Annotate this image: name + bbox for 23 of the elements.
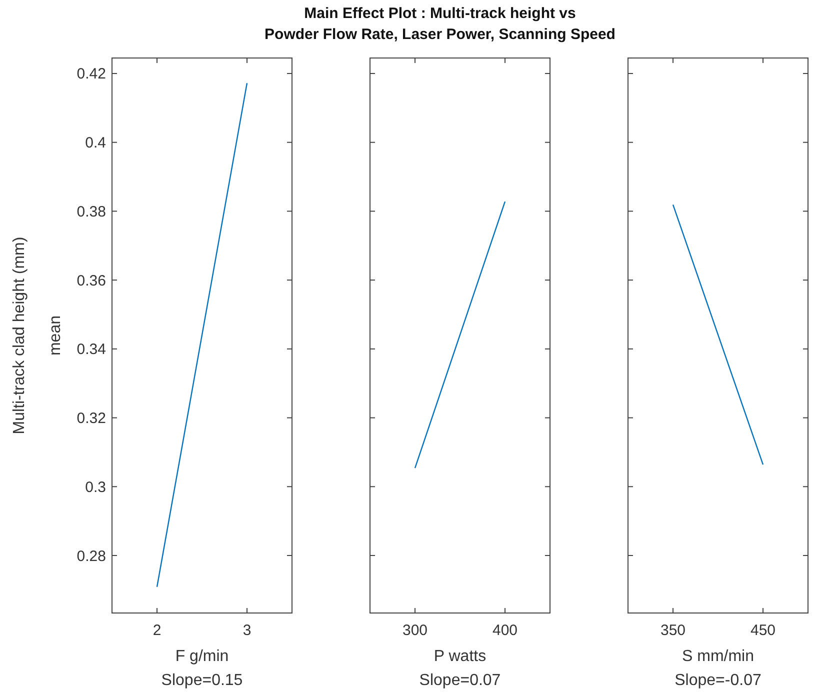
text: Multi-track clad height (mm) [11,236,28,434]
y-tick-label: 0.38 [76,203,106,220]
y-tick-label: 0.32 [76,410,106,428]
x-tick-label: 3 [242,622,252,639]
x-tick-label: 400 [492,622,518,639]
y-tick-label: 0.3 [85,478,106,496]
x-tick-label: 2 [152,622,162,639]
text: Slope=0.15 [161,672,243,689]
y-tick-label: 0.28 [76,548,106,565]
y-tick-label: 0.34 [76,341,106,358]
x-axis-title: P watts [434,648,486,665]
text: Slope=0.07 [419,672,501,689]
y-tick-label: 0.42 [76,66,106,83]
x-tick-label: 300 [402,622,428,639]
y-axis-title: mean [47,315,64,356]
x-tick-label: 450 [750,622,776,639]
text: Slope=-0.07 [674,672,762,689]
y-tick-label: 0.4 [85,134,106,152]
chart-title: Main Effect Plot : Multi-track height vs Powder Flow Rate, Laser Power, Scanning Speed [264,5,616,43]
x-tick-label: 350 [660,622,686,639]
y-tick-label: 0.36 [76,272,106,290]
x-axis-title: F g/min [175,648,229,665]
x-axis-title: S mm/min [682,648,754,665]
